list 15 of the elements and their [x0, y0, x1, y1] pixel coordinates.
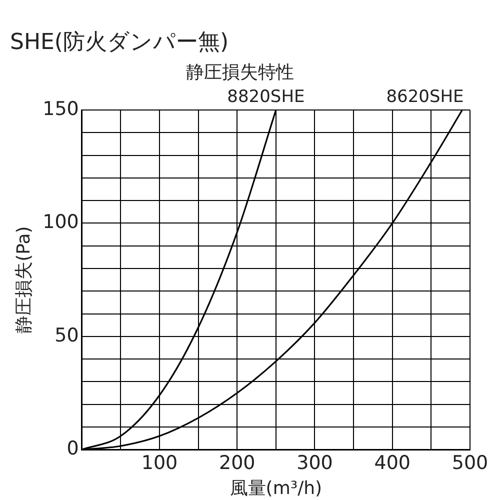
y-tick-label: 150 — [42, 98, 79, 120]
x-tick-label: 400 — [374, 452, 411, 474]
series-label: 8620SHE — [386, 86, 464, 107]
x-tick-label: 200 — [218, 452, 256, 474]
chart-title: SHE(防火ダンパー無) — [10, 30, 229, 55]
y-tick-label: 0 — [66, 438, 79, 460]
x-tick-label: 100 — [141, 452, 178, 474]
y-tick-label: 100 — [42, 211, 79, 234]
y-tick-label: 50 — [54, 324, 79, 346]
series-label: 8820SHE — [227, 86, 305, 107]
chart-subtitle: 静圧損失特性 — [186, 62, 294, 83]
x-tick-label: 300 — [296, 452, 333, 474]
y-axis-title: 静圧損失(Pa) — [13, 226, 34, 334]
x-axis-title: 風量(m³/h) — [230, 478, 322, 499]
x-tick-label: 500 — [452, 452, 488, 474]
